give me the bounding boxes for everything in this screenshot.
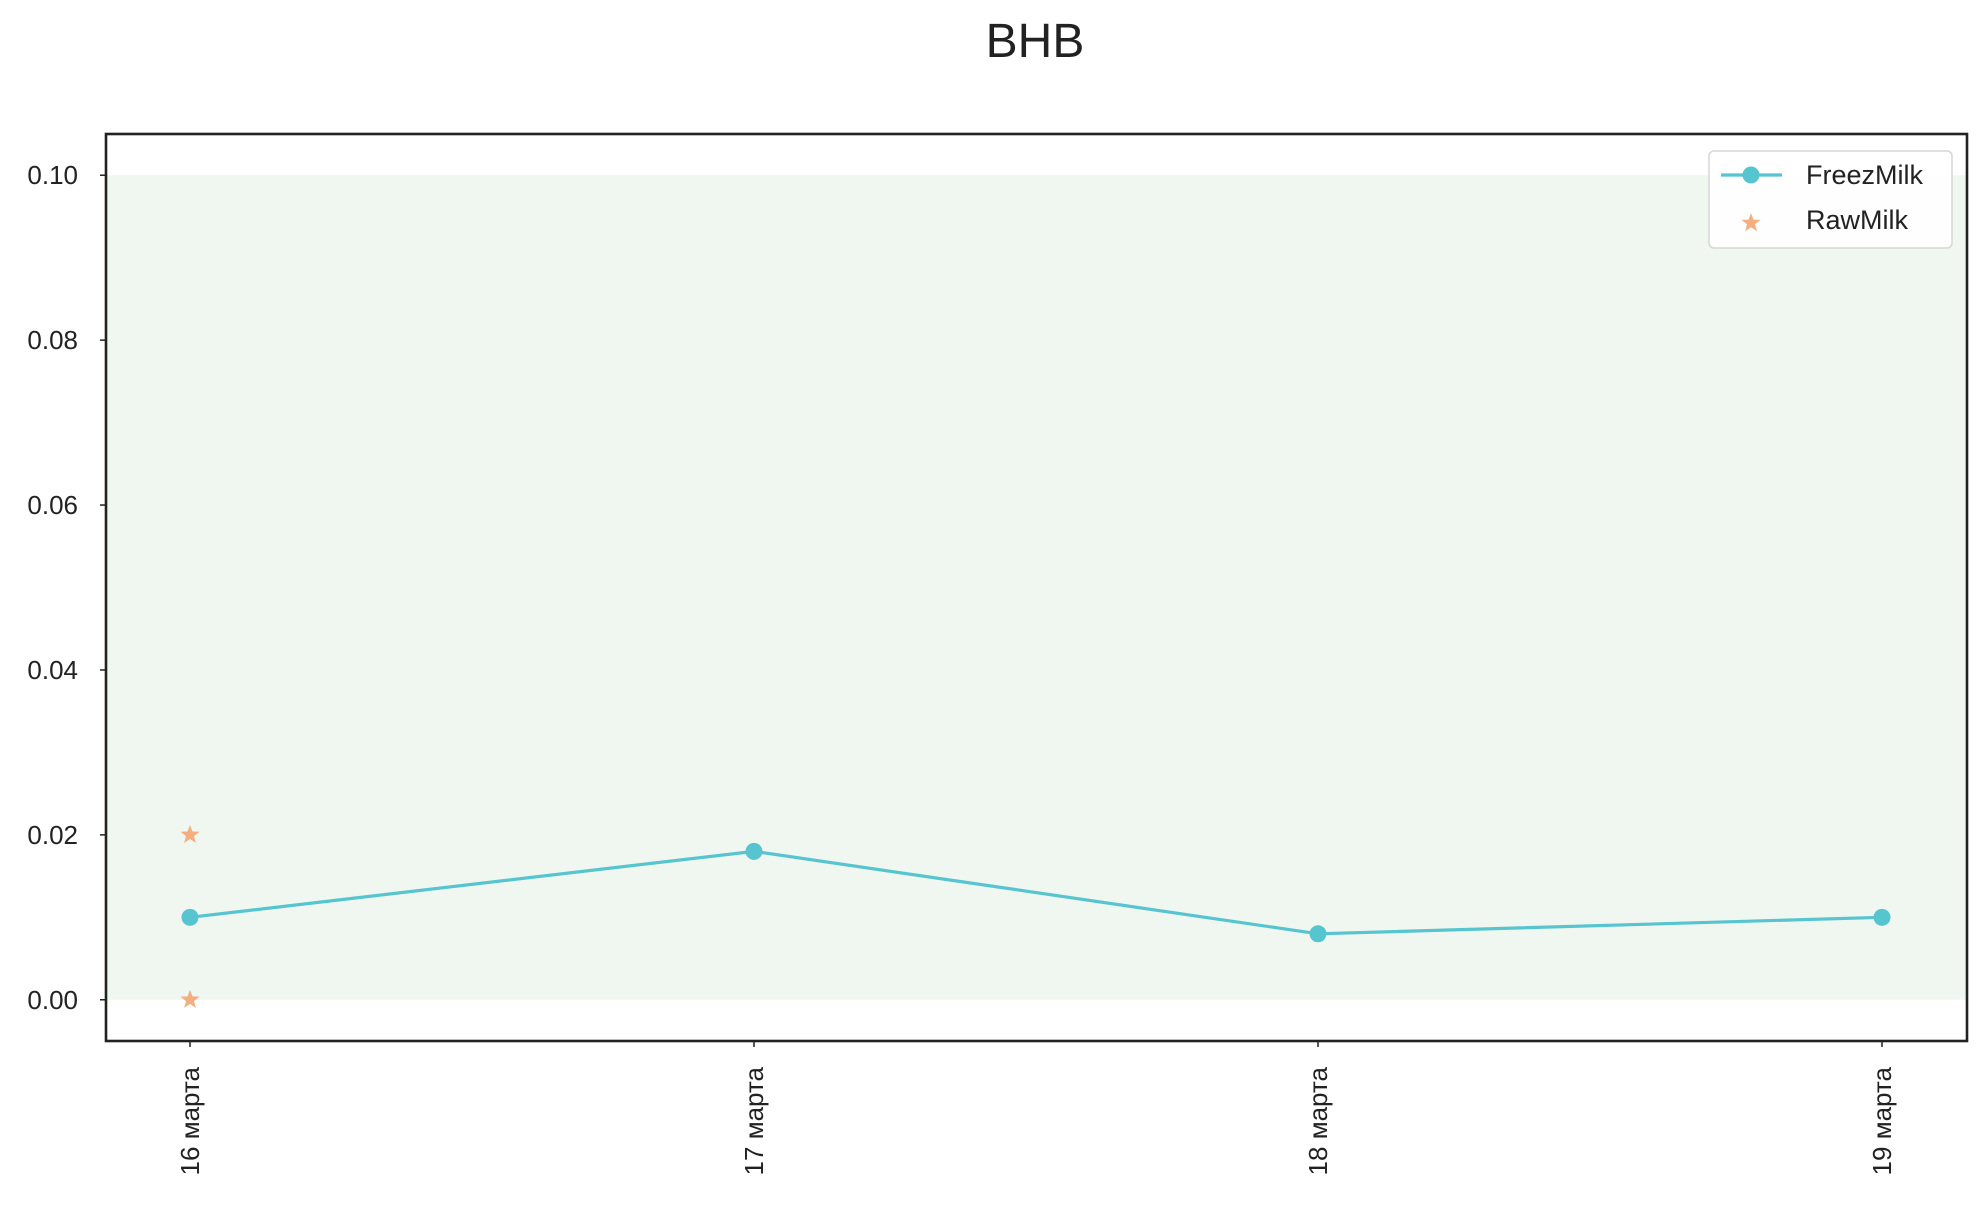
data-point-freezmilk [1309, 925, 1327, 943]
x-tick-label: 18 марта [1303, 1066, 1333, 1175]
x-tick-label: 16 марта [175, 1066, 205, 1175]
x-tick-label: 17 марта [739, 1066, 769, 1175]
data-point-rawmilk [180, 989, 200, 1008]
data-point-freezmilk [181, 908, 199, 926]
chart-title: BHB [986, 15, 1085, 68]
series-line-freezmilk [189, 849, 1883, 936]
data-point-freezmilk [745, 842, 763, 860]
y-tick-label: 0.08 [27, 325, 78, 355]
y-tick-label: 0.06 [27, 490, 78, 520]
legend: FreezMilk RawMilk [1708, 150, 1953, 249]
y-tick-label: 0.04 [27, 655, 78, 685]
legend-label-freezmilk: FreezMilk [1806, 160, 1924, 190]
y-tick-label: 0.10 [27, 160, 78, 190]
reference-band [106, 175, 1967, 1000]
plot-area: 0.00 0.02 0.04 0.06 0.08 0.10 16 марта 17 марта… [27, 132, 1969, 1175]
data-point-rawmilk [180, 824, 200, 843]
x-tick-label: 19 марта [1867, 1066, 1897, 1175]
y-tick-label: 0.00 [27, 985, 78, 1015]
legend-label-rawmilk: RawMilk [1806, 205, 1909, 235]
legend-marker-rawmilk [1741, 213, 1761, 232]
legend-marker-freezmilk [1742, 166, 1760, 184]
y-tick-label: 0.02 [27, 820, 78, 850]
axes-frame [104, 132, 1969, 1043]
data-point-freezmilk [1873, 908, 1891, 926]
